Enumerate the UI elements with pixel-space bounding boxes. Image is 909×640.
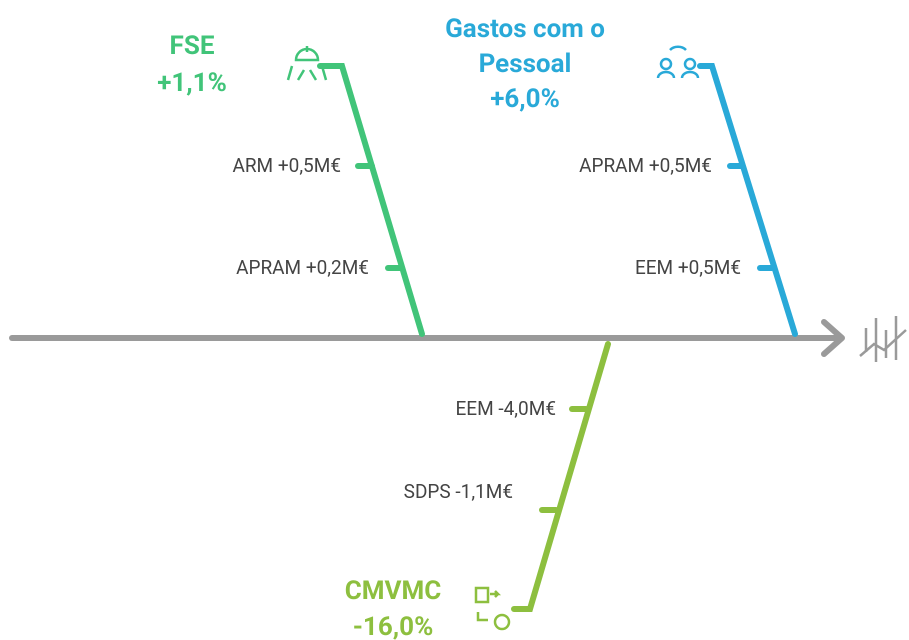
- people-icon: [656, 45, 700, 79]
- fse-branch: [317, 63, 425, 337]
- branch-item: ARM +0,5M€: [232, 154, 341, 177]
- branch-item: APRAM +0,5M€: [579, 154, 712, 177]
- branch-item: SDPS -1,1M€: [404, 480, 513, 503]
- cmvmc-branch: [511, 341, 611, 612]
- chart-icon: [859, 316, 907, 362]
- branch-item: EEM -4,0M€: [455, 397, 556, 420]
- branch-change: +1,1%: [157, 68, 227, 98]
- branch-title: FSE: [170, 31, 215, 61]
- branch-change: +6,0%: [490, 84, 560, 114]
- branch-title: Pessoal: [479, 49, 572, 79]
- branch-item: APRAM +0,2M€: [236, 256, 369, 279]
- branch-title: Gastos com o: [445, 14, 605, 44]
- spine-arrow: [821, 319, 845, 357]
- pessoal-branch: [697, 63, 798, 337]
- money-icon: [474, 586, 511, 631]
- branch-title: CMVMC: [345, 576, 442, 606]
- worker-icon: [286, 46, 328, 81]
- branch-change: -16,0%: [353, 612, 434, 640]
- branch-item: EEM +0,5M€: [635, 256, 741, 279]
